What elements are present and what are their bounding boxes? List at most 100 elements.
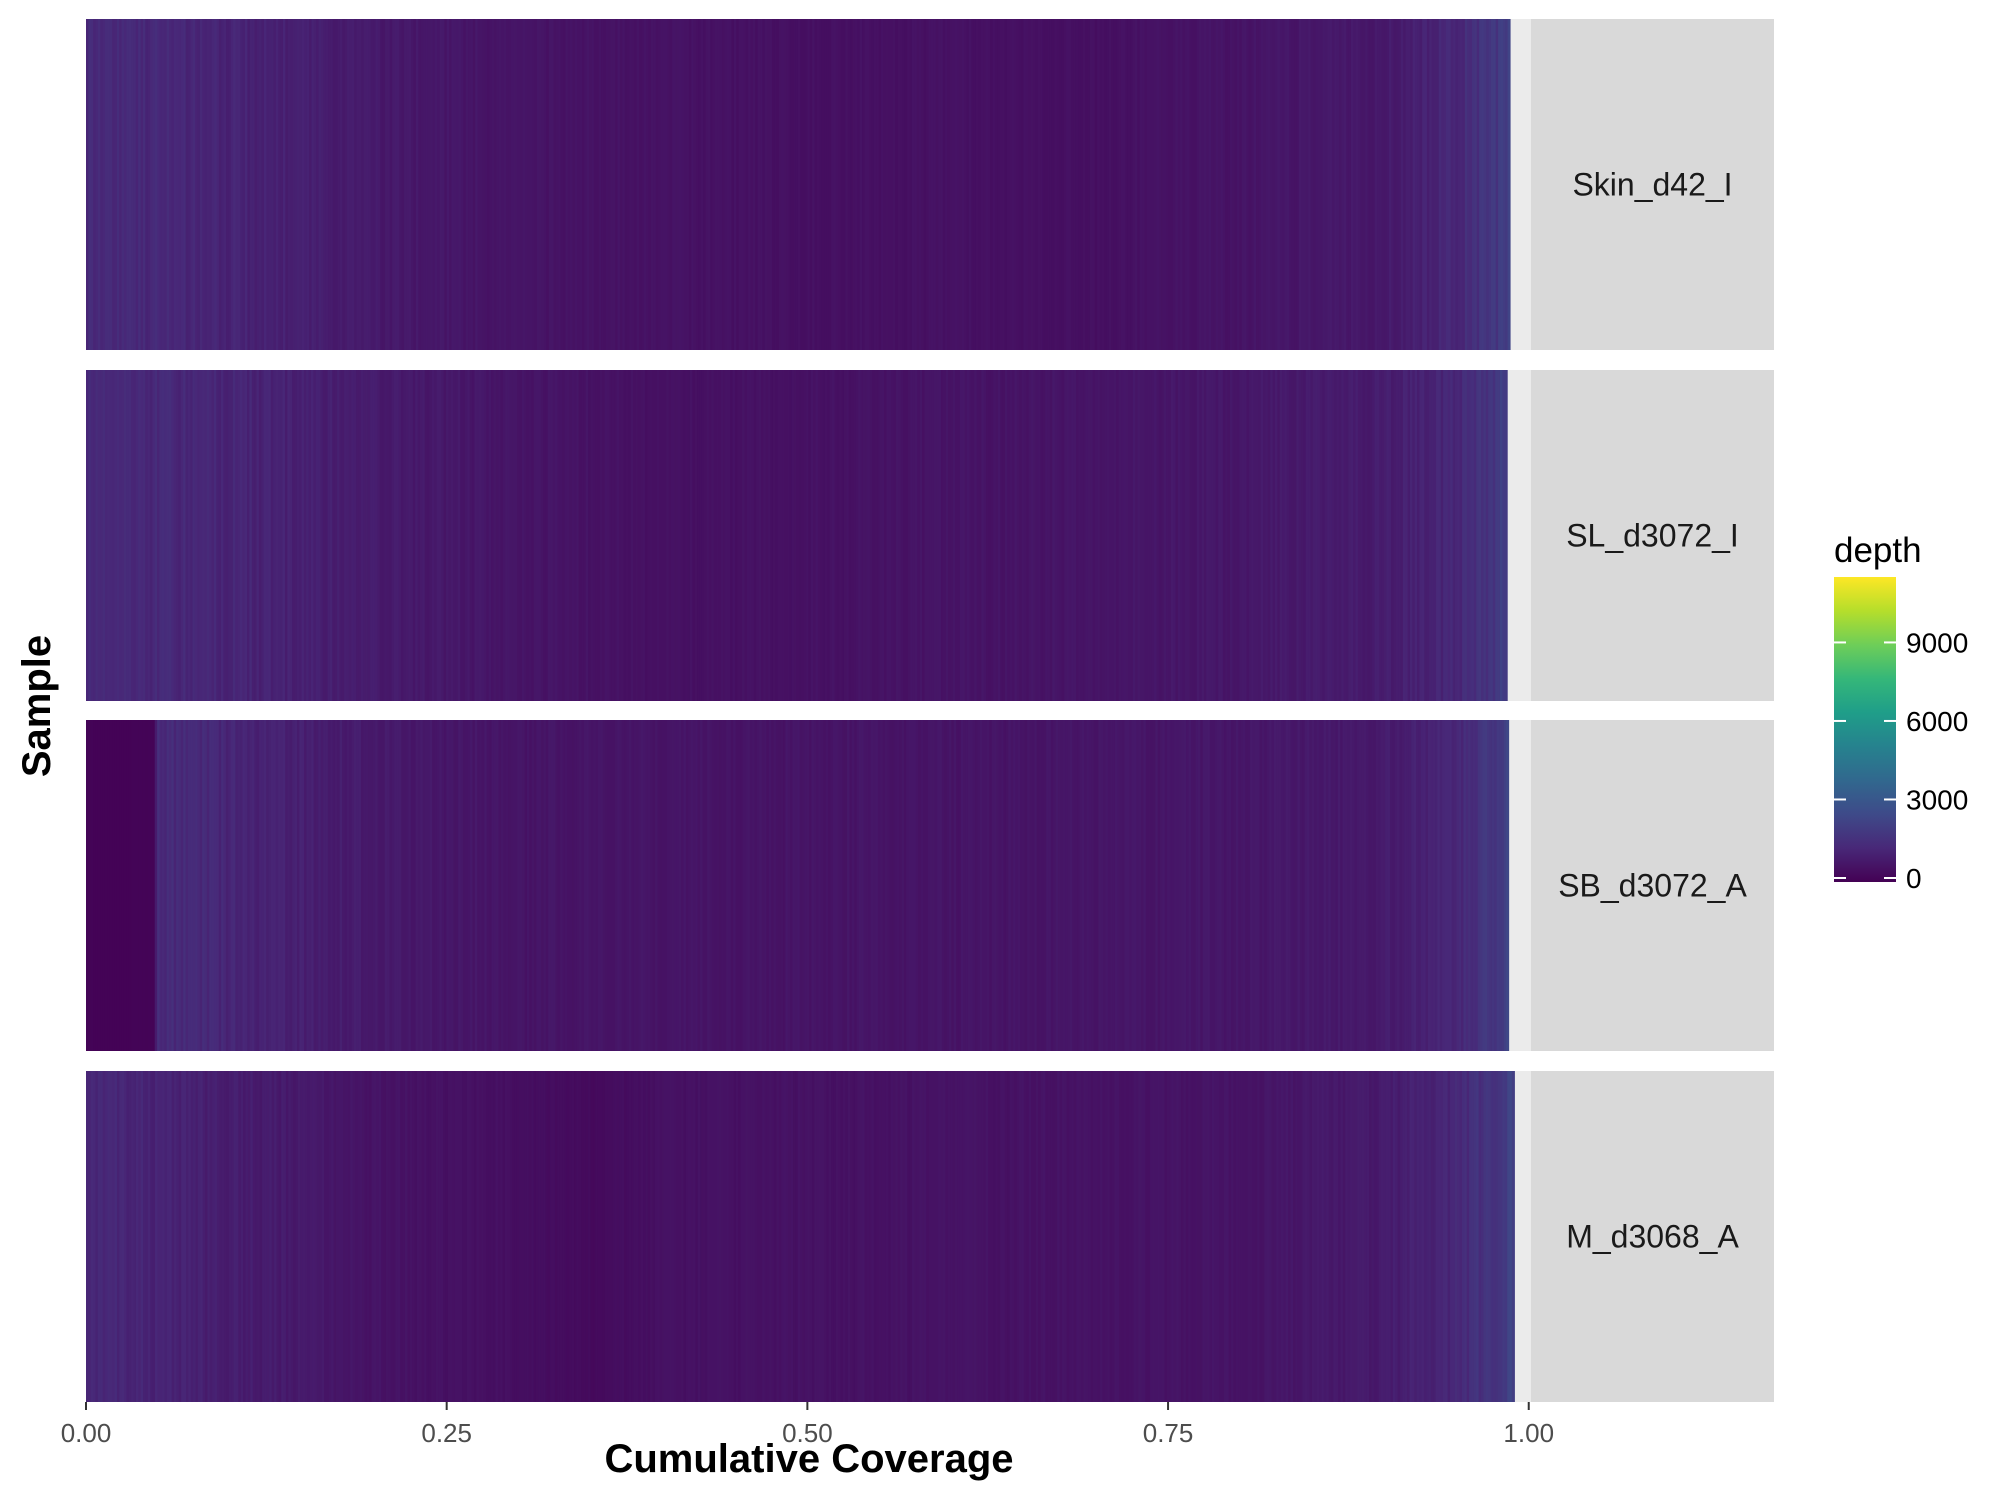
- depth-cell: [1260, 370, 1264, 701]
- depth-cell: [1475, 720, 1479, 1051]
- depth-cell: [1183, 720, 1187, 1051]
- depth-cell: [665, 19, 669, 350]
- depth-cell: [287, 720, 291, 1051]
- strip-background: [1531, 19, 1774, 350]
- depth-cell: [771, 19, 775, 350]
- depth-cell: [769, 1071, 773, 1402]
- depth-cell: [1146, 19, 1150, 350]
- depth-cell: [1298, 370, 1302, 701]
- depth-cell: [281, 1071, 285, 1402]
- depth-cell: [1148, 720, 1152, 1051]
- depth-cell: [684, 19, 688, 350]
- depth-cell: [428, 1071, 432, 1402]
- depth-cell: [353, 370, 357, 701]
- depth-cell: [319, 1071, 323, 1402]
- depth-cell: [1087, 19, 1091, 350]
- depth-cell: [1267, 19, 1271, 350]
- depth-cell: [316, 1071, 320, 1402]
- depth-cell: [1325, 720, 1329, 1051]
- depth-cell: [1251, 19, 1255, 350]
- depth-cell: [1173, 370, 1177, 701]
- depth-cell: [435, 1071, 439, 1402]
- depth-cell: [372, 720, 376, 1051]
- depth-cell: [1232, 19, 1236, 350]
- depth-cell: [1372, 19, 1376, 350]
- depth-cell: [323, 19, 327, 350]
- depth-cell: [1197, 720, 1201, 1051]
- depth-cell: [1379, 19, 1383, 350]
- depth-cell: [883, 19, 887, 350]
- depth-cell: [586, 19, 590, 350]
- depth-cell: [983, 370, 987, 701]
- depth-cell: [1097, 19, 1100, 350]
- depth-cell: [1228, 720, 1232, 1051]
- depth-cell: [1087, 370, 1091, 701]
- depth-cell: [131, 370, 134, 701]
- depth-cell: [224, 1071, 228, 1402]
- depth-cell: [950, 370, 954, 701]
- depth-cell: [1012, 1071, 1015, 1402]
- depth-cell: [1459, 370, 1463, 701]
- depth-cell: [710, 19, 714, 350]
- depth-cell: [995, 370, 999, 701]
- depth-cell: [626, 720, 630, 1051]
- depth-cell: [1468, 720, 1472, 1051]
- depth-cell: [1304, 1071, 1308, 1402]
- depth-cell: [421, 1071, 425, 1402]
- depth-cell: [347, 1071, 351, 1402]
- depth-cell: [526, 720, 530, 1051]
- depth-cell: [278, 19, 282, 350]
- depth-cell: [166, 720, 170, 1051]
- depth-cell: [254, 370, 258, 701]
- depth-cell: [1471, 1071, 1475, 1402]
- depth-cell: [776, 1071, 780, 1402]
- depth-cell: [363, 370, 367, 701]
- depth-cell: [1124, 720, 1128, 1051]
- depth-cell: [318, 370, 322, 701]
- depth-cell: [1338, 370, 1342, 701]
- depth-cell: [1437, 720, 1441, 1051]
- depth-cell: [699, 370, 703, 701]
- depth-cell: [1256, 370, 1259, 701]
- facet-panel-2: [86, 720, 1531, 1051]
- depth-cell: [1052, 370, 1056, 701]
- depth-cell: [1389, 720, 1393, 1051]
- depth-cell: [1473, 370, 1477, 701]
- depth-cell: [193, 1071, 197, 1402]
- depth-cell: [1175, 19, 1179, 350]
- depth-cell: [244, 370, 248, 701]
- depth-cell: [1331, 1071, 1334, 1402]
- depth-cell: [411, 19, 415, 350]
- depth-cell: [1246, 19, 1250, 350]
- depth-cell: [707, 720, 711, 1051]
- depth-cell: [297, 720, 300, 1051]
- depth-cell: [783, 19, 787, 350]
- depth-cell: [1219, 1071, 1223, 1402]
- depth-cell: [893, 370, 897, 701]
- depth-cell: [885, 1071, 889, 1402]
- depth-cell: [874, 370, 878, 701]
- depth-cell: [914, 19, 918, 350]
- depth-cell: [263, 720, 267, 1051]
- depth-cell: [1282, 19, 1286, 350]
- depth-cell: [1208, 370, 1212, 701]
- depth-cell: [853, 370, 857, 701]
- depth-cell: [337, 19, 341, 350]
- depth-cell: [1023, 1071, 1027, 1402]
- depth-cell: [100, 720, 104, 1051]
- depth-cell: [1381, 370, 1385, 701]
- depth-cell: [1459, 1071, 1463, 1402]
- depth-cell: [647, 370, 651, 701]
- depth-cell: [970, 720, 974, 1051]
- depth-cell: [180, 19, 184, 350]
- depth-cell: [296, 370, 300, 701]
- depth-cell: [326, 1071, 330, 1402]
- depth-cell: [159, 19, 163, 350]
- depth-cell: [437, 19, 441, 350]
- depth-cell: [1492, 370, 1496, 701]
- depth-cell: [854, 19, 858, 350]
- depth-cell: [1263, 370, 1267, 701]
- depth-cell: [1247, 1071, 1251, 1402]
- depth-cell: [386, 370, 390, 701]
- depth-cell: [93, 19, 97, 350]
